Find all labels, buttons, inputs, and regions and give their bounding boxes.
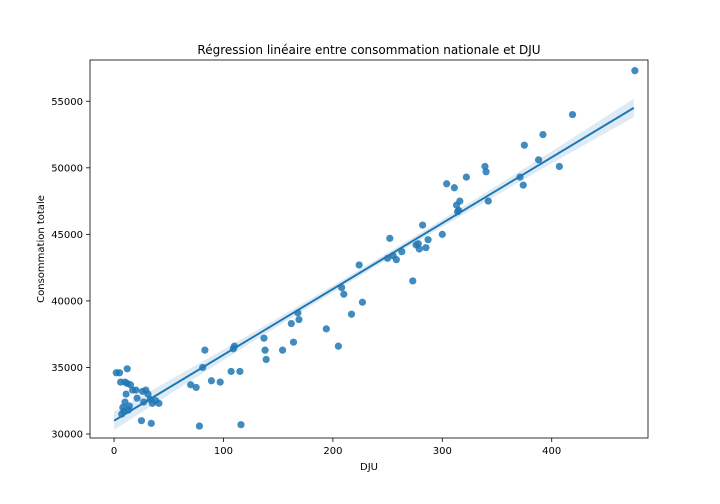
data-point [133,394,141,402]
data-point [195,422,204,430]
data-point [631,67,639,75]
data-point [289,338,298,346]
data-point [207,377,216,385]
data-point [450,184,458,192]
data-point [187,381,195,389]
data-point [201,346,209,354]
data-point [386,234,394,242]
x-axis-ticks: 0 100 200 300 400 [111,438,561,457]
data-point [415,245,423,253]
data-point [482,168,490,176]
data-point [456,197,464,205]
y-tick-label: 40000 [51,296,83,307]
y-tick-label: 45000 [51,230,83,241]
x-tick-label: 300 [433,446,452,457]
x-tick-label: 100 [214,446,233,457]
data-point [334,342,342,350]
data-point [295,315,303,324]
data-point [278,346,287,354]
data-point [424,236,432,244]
y-tick-label: 35000 [51,363,83,374]
data-point [340,290,348,298]
data-point [123,365,131,373]
data-point [355,261,363,269]
y-axis-label: Consommation totale [36,195,47,303]
data-point [392,256,400,264]
data-point [358,298,367,306]
data-point [115,369,124,377]
data-point [216,378,224,386]
data-point [125,402,133,410]
regression-line [113,107,635,422]
data-point [443,180,451,188]
data-point [137,417,146,425]
data-point [260,334,268,342]
data-point [534,156,543,164]
data-point [322,325,330,333]
data-point [132,386,140,394]
data-point [237,421,245,429]
data-point [287,319,295,328]
data-point [236,367,244,376]
y-tick-label: 55000 [51,97,83,108]
data-point [419,221,427,229]
x-tick-label: 400 [542,446,561,457]
plot-frame [89,59,649,439]
y-axis-ticks: 30000 35000 40000 45000 50000 55000 [51,97,90,441]
regression-line-layer [113,107,635,422]
data-point [539,130,547,139]
y-tick-label: 50000 [51,163,83,174]
data-point [398,248,406,256]
data-point [155,399,163,407]
data-point [519,181,527,189]
data-point [192,383,200,392]
x-tick-label: 200 [323,446,342,457]
chart-title: Régression linéaire entre consommation n… [197,43,540,57]
data-point [438,230,446,238]
data-point [261,346,269,354]
data-point [262,355,270,364]
data-point [520,141,528,149]
x-axis-label: DJU [360,462,378,473]
data-point [347,310,356,318]
data-point [147,419,155,427]
y-tick-label: 30000 [51,430,83,441]
data-point [555,162,563,171]
data-point [227,367,235,376]
data-point [568,110,577,119]
data-point [484,197,492,205]
data-point [409,277,417,285]
data-point [462,173,470,181]
data-point [422,244,430,252]
data-point [122,390,130,398]
x-tick-label: 0 [111,446,117,457]
